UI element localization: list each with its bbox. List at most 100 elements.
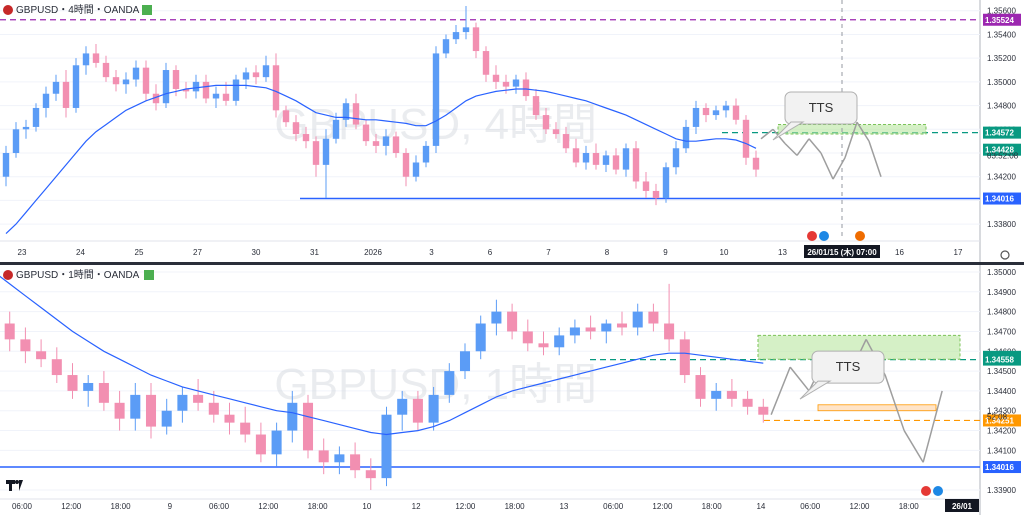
time-tick-label: 12:00 xyxy=(61,502,82,511)
candle xyxy=(512,74,520,94)
candle-body xyxy=(664,323,675,340)
price-tick-label: 1.35400 xyxy=(987,30,1016,39)
candle xyxy=(742,390,753,415)
candle-body xyxy=(582,153,590,163)
projection-path xyxy=(922,390,943,463)
time-tick-label: 12:00 xyxy=(849,502,870,511)
candle xyxy=(240,406,251,443)
candle xyxy=(679,331,690,383)
candle-body xyxy=(592,153,600,165)
candle-body xyxy=(240,422,251,435)
candle-body xyxy=(532,96,540,116)
candle-body xyxy=(679,339,690,376)
candle xyxy=(262,55,270,82)
candle-body xyxy=(397,398,408,415)
candle-body xyxy=(572,148,580,163)
candle xyxy=(162,62,170,108)
candle xyxy=(452,24,460,44)
candle xyxy=(32,103,40,132)
candle xyxy=(20,327,31,364)
candle-body xyxy=(402,153,410,177)
candle-body xyxy=(695,375,706,399)
flag-icon xyxy=(3,5,13,15)
candle-body xyxy=(372,141,380,146)
price-tag xyxy=(983,192,1021,205)
candle xyxy=(492,65,500,89)
time-tick-label: 9 xyxy=(168,502,173,511)
candle-body xyxy=(432,53,440,146)
time-tick-label: 06:00 xyxy=(209,502,230,511)
price-tag xyxy=(983,126,1021,139)
candle xyxy=(92,43,100,68)
candle xyxy=(672,141,680,175)
candle xyxy=(491,299,502,336)
price-tick-label: 1.35000 xyxy=(987,78,1016,87)
candle-body xyxy=(232,79,240,101)
time-tick-label: 23 xyxy=(18,248,27,257)
candle xyxy=(428,386,439,431)
candle-body xyxy=(522,79,530,97)
event-flag-icon xyxy=(855,231,865,241)
candle xyxy=(382,129,390,156)
pane-divider xyxy=(0,262,1024,265)
candle xyxy=(292,115,300,142)
candle-body xyxy=(512,79,520,87)
tts-label: TTS xyxy=(836,359,861,374)
candle xyxy=(42,86,50,118)
candle-body xyxy=(732,105,740,120)
candle xyxy=(532,88,540,120)
candle-body xyxy=(193,394,204,403)
price-tick-label: 1.35200 xyxy=(987,54,1016,63)
candle xyxy=(648,303,659,332)
time-tick-label: 10 xyxy=(362,502,371,511)
event-flag-icon xyxy=(933,486,943,496)
candle-body xyxy=(662,167,670,199)
candle xyxy=(542,107,550,135)
time-tick-label: 18:00 xyxy=(505,502,526,511)
candle xyxy=(592,143,600,170)
candle-body xyxy=(352,103,360,125)
price-tick-label: 1.34800 xyxy=(987,102,1016,111)
projection-path xyxy=(832,157,846,180)
candle-body xyxy=(692,107,700,127)
candle xyxy=(732,98,740,125)
candle-body xyxy=(552,129,560,135)
candle-body xyxy=(145,394,157,427)
candle xyxy=(130,382,141,431)
candle-body xyxy=(382,136,390,146)
candle-body xyxy=(422,145,430,163)
candle xyxy=(182,81,190,99)
candle-body xyxy=(72,65,80,108)
logo-part xyxy=(9,480,12,491)
candle xyxy=(652,183,660,206)
time-tick-label: 10 xyxy=(720,248,729,257)
projection-path xyxy=(796,138,810,156)
candle-body xyxy=(482,51,490,75)
candle xyxy=(252,65,260,85)
candle xyxy=(392,131,400,158)
candle xyxy=(322,129,330,199)
candle xyxy=(312,136,320,177)
candle-body xyxy=(758,406,769,415)
candle xyxy=(702,103,710,123)
chart-header: GBPUSD・1時間・OANDA xyxy=(3,269,154,281)
candle xyxy=(161,398,172,435)
candle xyxy=(712,105,720,120)
time-tick-label: 25 xyxy=(135,248,144,257)
candle-body xyxy=(272,65,280,111)
candle-body xyxy=(242,72,250,80)
candle-body xyxy=(32,107,40,127)
candle xyxy=(67,363,78,399)
candle xyxy=(711,382,722,411)
candle-body xyxy=(83,382,94,391)
time-tick-label: 06:00 xyxy=(12,502,33,511)
candle xyxy=(475,315,486,360)
candle xyxy=(692,100,700,135)
projection-path xyxy=(868,140,882,177)
candle-body xyxy=(452,32,460,40)
candle-body xyxy=(632,311,643,328)
tradingview-logo-icon xyxy=(6,480,23,491)
candle-body xyxy=(271,430,282,455)
